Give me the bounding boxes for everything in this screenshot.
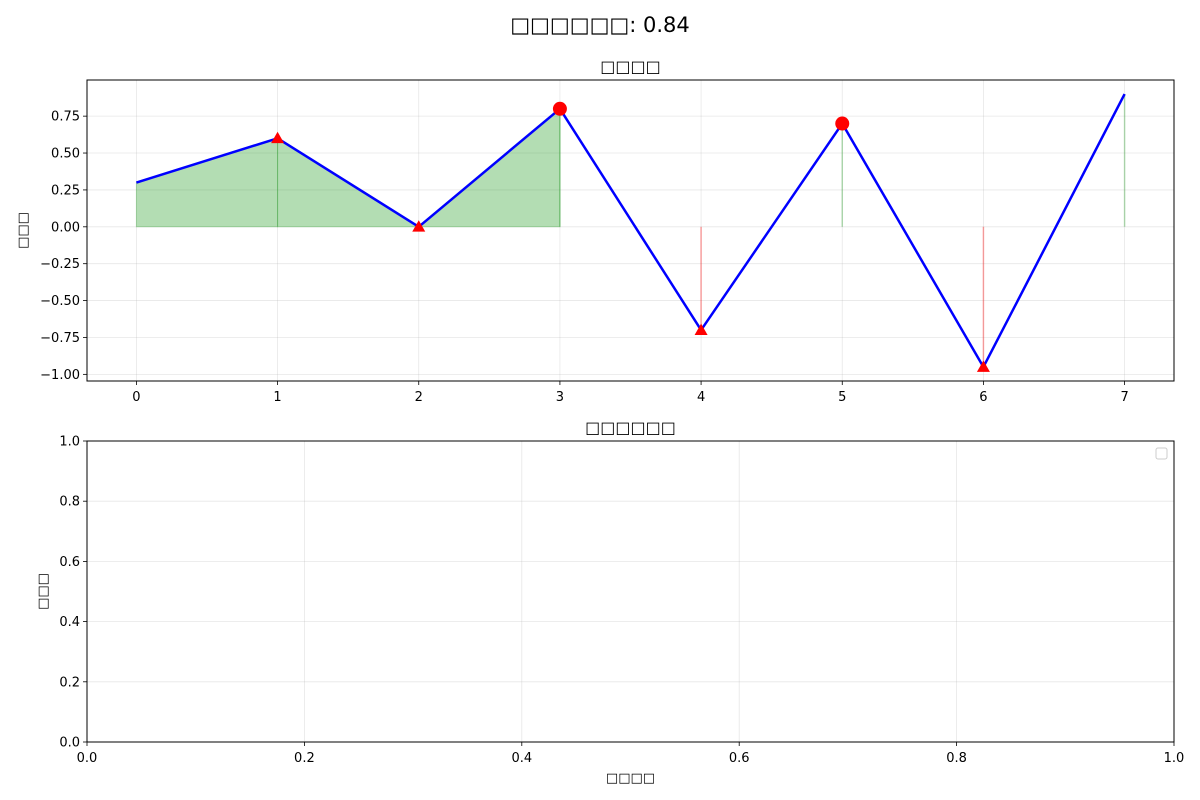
bottom-x-tick-label: 0.4	[511, 751, 532, 766]
top-y-tick-label: 0.75	[51, 110, 80, 125]
circle-marker	[835, 116, 850, 131]
bottom-y-tick-label: 0.0	[59, 736, 80, 751]
top-x-tick-label: 6	[979, 390, 987, 405]
triangle-marker	[694, 323, 708, 335]
bottom-x-tick-label: 1.0	[1164, 751, 1185, 766]
top-x-tick-label: 5	[838, 390, 846, 405]
bottom-y-tick-label: 0.2	[59, 675, 80, 690]
top-y-ticks: −1.00 −0.75 −0.50 −0.25 0.00 0.25 0.50 0.75	[40, 110, 87, 383]
top-y-tick-label: 0.25	[51, 183, 80, 198]
bottom-x-tick-label: 0.6	[729, 751, 750, 766]
bottom-legend-box	[1155, 447, 1168, 460]
top-x-tick-label: 4	[697, 390, 705, 405]
bottom-y-axis-label: □□□	[36, 573, 51, 610]
top-y-tick-label: −0.75	[40, 331, 80, 346]
bottom-y-tick-label: 0.6	[59, 555, 80, 570]
bottom-x-ticks: 0.0 0.2 0.4 0.6 0.8 1.0	[77, 742, 1185, 766]
bottom-y-tick-label: 0.8	[59, 495, 80, 510]
triangle-marker	[271, 131, 285, 144]
top-y-axis-label: □□□	[16, 212, 31, 249]
bottom-plot-area	[87, 441, 1174, 742]
bottom-x-tick-label: 0.2	[294, 751, 315, 766]
top-y-tick-label: −1.00	[40, 368, 80, 383]
bottom-chart-title: □□□□□□	[585, 418, 676, 437]
bottom-x-tick-label: 0.8	[946, 751, 967, 766]
triangle-marker	[976, 360, 990, 372]
top-y-tick-label: −0.25	[40, 257, 80, 272]
bottom-y-tick-label: 1.0	[59, 435, 80, 450]
circle-marker	[552, 101, 567, 116]
top-plot-area	[87, 80, 1174, 381]
top-y-tick-label: 0.00	[51, 220, 80, 235]
top-x-tick-label: 1	[273, 390, 281, 405]
top-x-tick-label: 7	[1120, 390, 1128, 405]
figure-suptitle: □□□□□□: 0.84	[510, 13, 690, 37]
bottom-chart: □□□□□□ 0.0 0.2 0.4 0.6 0.8 1.0 0.00.20.40.60.…	[36, 418, 1184, 786]
top-y-tick-label: 0.50	[51, 147, 80, 162]
bottom-y-tick-label: 0.4	[59, 615, 80, 630]
top-chart-title: □□□□	[600, 57, 660, 76]
bottom-plot-frame	[86, 440, 1175, 743]
top-x-tick-label: 0	[132, 390, 140, 405]
top-plot-frame	[86, 79, 1175, 382]
triangle-marker	[412, 220, 426, 232]
bottom-x-axis-label: □□□□	[606, 771, 655, 786]
top-x-tick-label: 2	[415, 390, 423, 405]
top-chart: □□□□ 0 1 2 3 4 5 6 7 −1.00 −0.75 −0.50 −0.25 0.00 0.…	[16, 57, 1175, 405]
bottom-x-tick-label: 0.0	[77, 751, 98, 766]
series-line	[136, 93, 1126, 369]
top-series	[136, 93, 1126, 369]
bottom-y-ticks: 0.0 0.2 0.4 0.6 0.8 1.0	[59, 435, 87, 751]
top-y-tick-label: −0.50	[40, 294, 80, 309]
top-markers	[271, 101, 990, 372]
top-x-ticks: 0 1 2 3 4 5 6 7	[132, 381, 1129, 405]
top-x-tick-label: 3	[556, 390, 564, 405]
